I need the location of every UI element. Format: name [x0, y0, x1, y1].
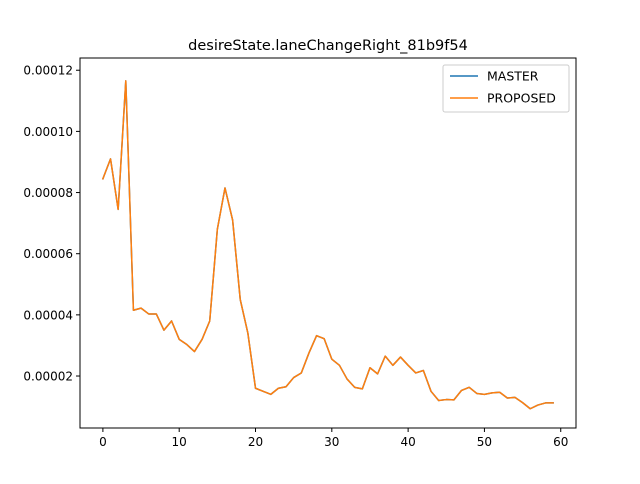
x-tick-label: 60: [553, 435, 568, 449]
x-tick-label: 10: [172, 435, 187, 449]
y-tick-label: 0.00012: [23, 64, 73, 78]
y-tick-label: 0.00004: [23, 308, 73, 322]
x-tick-label: 20: [248, 435, 263, 449]
y-tick-label: 0.00006: [23, 247, 73, 261]
y-tick-label: 0.00008: [23, 186, 73, 200]
x-tick-label: 30: [324, 435, 339, 449]
x-axis-ticks: 0 10 20 30 40 50 60: [99, 428, 568, 449]
x-tick-label: 40: [400, 435, 415, 449]
x-tick-label: 0: [99, 435, 107, 449]
y-tick-label: 0.00002: [23, 370, 73, 384]
series-line-proposed: [101, 80, 554, 410]
x-tick-label: 50: [477, 435, 492, 449]
y-axis-ticks: 0.00002 0.00004 0.00006 0.00008 0.00010 0.000…: [23, 64, 80, 384]
chart-title: desireState.laneChangeRight_81b9f54: [188, 38, 468, 54]
plot-frame: [79, 57, 577, 429]
y-tick-label: 0.00010: [23, 125, 73, 139]
plot-series: [101, 80, 554, 410]
legend-label-proposed: PROPOSED: [487, 91, 556, 106]
legend: MASTER PROPOSED: [442, 64, 570, 113]
legend-label-master: MASTER: [487, 69, 539, 84]
